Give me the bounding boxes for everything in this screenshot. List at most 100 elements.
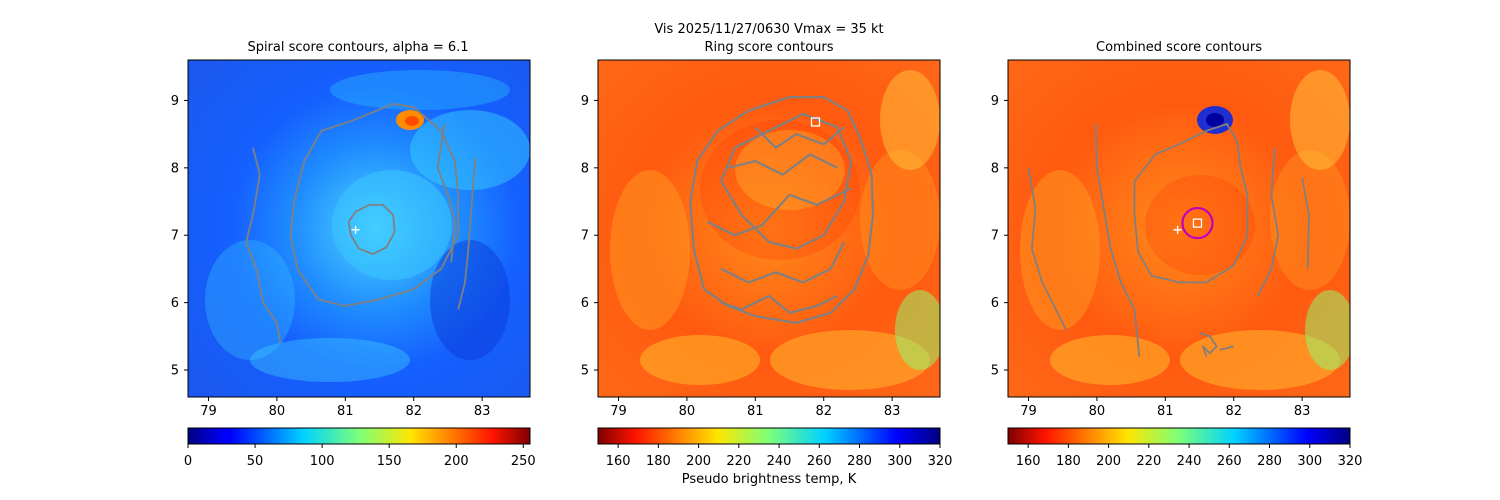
contour-line bbox=[1301, 177, 1310, 269]
colorbar-tick-label: 320 bbox=[928, 454, 953, 469]
x-tick-label: 81 bbox=[337, 404, 354, 419]
y-tick-label: 6 bbox=[991, 296, 999, 311]
contour-line bbox=[706, 187, 852, 237]
contour-line bbox=[347, 204, 396, 255]
x-tick-label: 83 bbox=[474, 404, 491, 419]
panel-3-frame bbox=[1007, 59, 1351, 398]
colorbar-tick-label: 240 bbox=[767, 454, 792, 469]
y-tick-label: 5 bbox=[581, 364, 589, 379]
colorbar-tick-label: 50 bbox=[247, 454, 264, 469]
panel-2-contours bbox=[689, 96, 875, 324]
colorbar-tick-label: 260 bbox=[1217, 454, 1242, 469]
contour-line bbox=[289, 102, 460, 307]
colorbar-3-ticks: 160 180 200 220 240 260 280 300 320 bbox=[1016, 444, 1363, 469]
square-marker bbox=[810, 117, 821, 127]
y-tick-label: 9 bbox=[991, 94, 999, 109]
colorbar-tick-label: 220 bbox=[1136, 454, 1161, 469]
y-tick-label: 8 bbox=[991, 161, 999, 176]
panel-2-markers bbox=[810, 117, 821, 127]
x-tick-label: 81 bbox=[747, 404, 764, 419]
y-tick-label: 8 bbox=[171, 161, 179, 176]
contour-line bbox=[1133, 123, 1249, 284]
contour-line bbox=[1094, 123, 1141, 357]
colorbar-tick-label: 320 bbox=[1338, 454, 1363, 469]
panel-1: 79 80 81 82 83 5 6 7 8 9 bbox=[171, 59, 531, 419]
colorbar-tick-label: 280 bbox=[847, 454, 872, 469]
panel-1-axes: 79 80 81 82 83 5 6 7 8 9 bbox=[171, 94, 491, 419]
center-plus-marker bbox=[1173, 225, 1182, 234]
contour-line bbox=[689, 96, 875, 324]
contour-line bbox=[727, 153, 838, 176]
panel-2-axes: 79 80 81 82 83 5 6 7 8 9 bbox=[581, 94, 901, 419]
square-marker bbox=[1192, 218, 1203, 228]
x-tick-label: 83 bbox=[884, 404, 901, 419]
contour-line bbox=[1256, 147, 1280, 297]
x-tick-label: 82 bbox=[405, 404, 422, 419]
y-tick-label: 5 bbox=[171, 364, 179, 379]
colorbar-tick-label: 200 bbox=[1096, 454, 1121, 469]
colorbar-tick-label: 250 bbox=[511, 454, 536, 469]
panel-2-frame bbox=[597, 59, 941, 398]
colorbar-tick-label: 200 bbox=[444, 454, 469, 469]
x-tick-label: 79 bbox=[1020, 404, 1037, 419]
x-tick-label: 83 bbox=[1294, 404, 1311, 419]
colorbar-tick-label: 160 bbox=[606, 454, 631, 469]
panel-1-contours bbox=[245, 102, 477, 344]
x-tick-label: 82 bbox=[1225, 404, 1242, 419]
colorbar-tick-label: 160 bbox=[1016, 454, 1041, 469]
colorbar-tick-label: 300 bbox=[1297, 454, 1322, 469]
colorbar-tick-label: 200 bbox=[686, 454, 711, 469]
y-tick-label: 9 bbox=[171, 94, 179, 109]
colorbar-2-ticks: 160 180 200 220 240 260 280 300 320 bbox=[606, 444, 953, 469]
contour-line bbox=[1219, 345, 1234, 351]
y-tick-label: 7 bbox=[581, 229, 589, 244]
colorbar-1: 0 50 100 150 200 250 bbox=[184, 427, 536, 469]
panel-1-title: Spiral score contours, alpha = 6.1 bbox=[247, 40, 469, 55]
y-tick-label: 6 bbox=[171, 296, 179, 311]
colorbar-tick-label: 280 bbox=[1257, 454, 1282, 469]
x-tick-label: 80 bbox=[1089, 404, 1106, 419]
y-tick-label: 7 bbox=[991, 229, 999, 244]
x-tick-label: 79 bbox=[610, 404, 627, 419]
colorbar-tick-label: 150 bbox=[377, 454, 402, 469]
contour-line bbox=[436, 123, 456, 263]
colorbar-2: 160 180 200 220 240 260 280 300 320 bbox=[597, 427, 953, 469]
colorbar-2-label: Pseudo brightness temp, K bbox=[681, 472, 857, 487]
contour-line bbox=[1027, 167, 1067, 331]
panel-3-contours bbox=[1027, 123, 1310, 357]
x-tick-label: 80 bbox=[679, 404, 696, 419]
panel-1-frame bbox=[187, 59, 531, 398]
contour-line bbox=[1199, 332, 1218, 357]
colorbar-1-ramp bbox=[187, 427, 531, 445]
colorbar-tick-label: 220 bbox=[726, 454, 751, 469]
colorbar-1-ticks: 0 50 100 150 200 250 bbox=[184, 444, 536, 469]
colorbar-tick-label: 260 bbox=[807, 454, 832, 469]
colorbar-tick-label: 300 bbox=[887, 454, 912, 469]
panel-1-markers bbox=[351, 225, 360, 234]
colorbar-tick-label: 0 bbox=[184, 454, 192, 469]
contour-line bbox=[720, 294, 838, 314]
y-tick-label: 9 bbox=[581, 94, 589, 109]
colorbar-tick-label: 180 bbox=[646, 454, 671, 469]
y-tick-label: 8 bbox=[581, 161, 589, 176]
panel-3-image bbox=[1008, 60, 1350, 397]
y-tick-label: 5 bbox=[991, 364, 999, 379]
figure-suptitle: Vis 2025/11/27/0630 Vmax = 35 kt bbox=[0, 22, 1500, 37]
panel-3: 79 80 81 82 83 5 6 7 8 9 bbox=[991, 59, 1351, 419]
panel-3-markers bbox=[1173, 206, 1214, 240]
x-tick-label: 80 bbox=[269, 404, 286, 419]
center-plus-marker bbox=[351, 225, 360, 234]
panel-2-title: Ring score contours bbox=[704, 40, 834, 55]
colorbar-3-ramp bbox=[1007, 427, 1351, 445]
panel-2: 79 80 81 82 83 5 6 7 8 9 bbox=[581, 59, 941, 419]
x-tick-label: 82 bbox=[815, 404, 832, 419]
panel-2-image bbox=[598, 60, 940, 397]
x-tick-label: 81 bbox=[1157, 404, 1174, 419]
contour-line bbox=[457, 157, 477, 310]
panel-3-title: Combined score contours bbox=[1096, 40, 1262, 55]
x-tick-label: 79 bbox=[200, 404, 217, 419]
colorbar-tick-label: 240 bbox=[1177, 454, 1202, 469]
colorbar-tick-label: 180 bbox=[1056, 454, 1081, 469]
y-tick-label: 7 bbox=[171, 229, 179, 244]
